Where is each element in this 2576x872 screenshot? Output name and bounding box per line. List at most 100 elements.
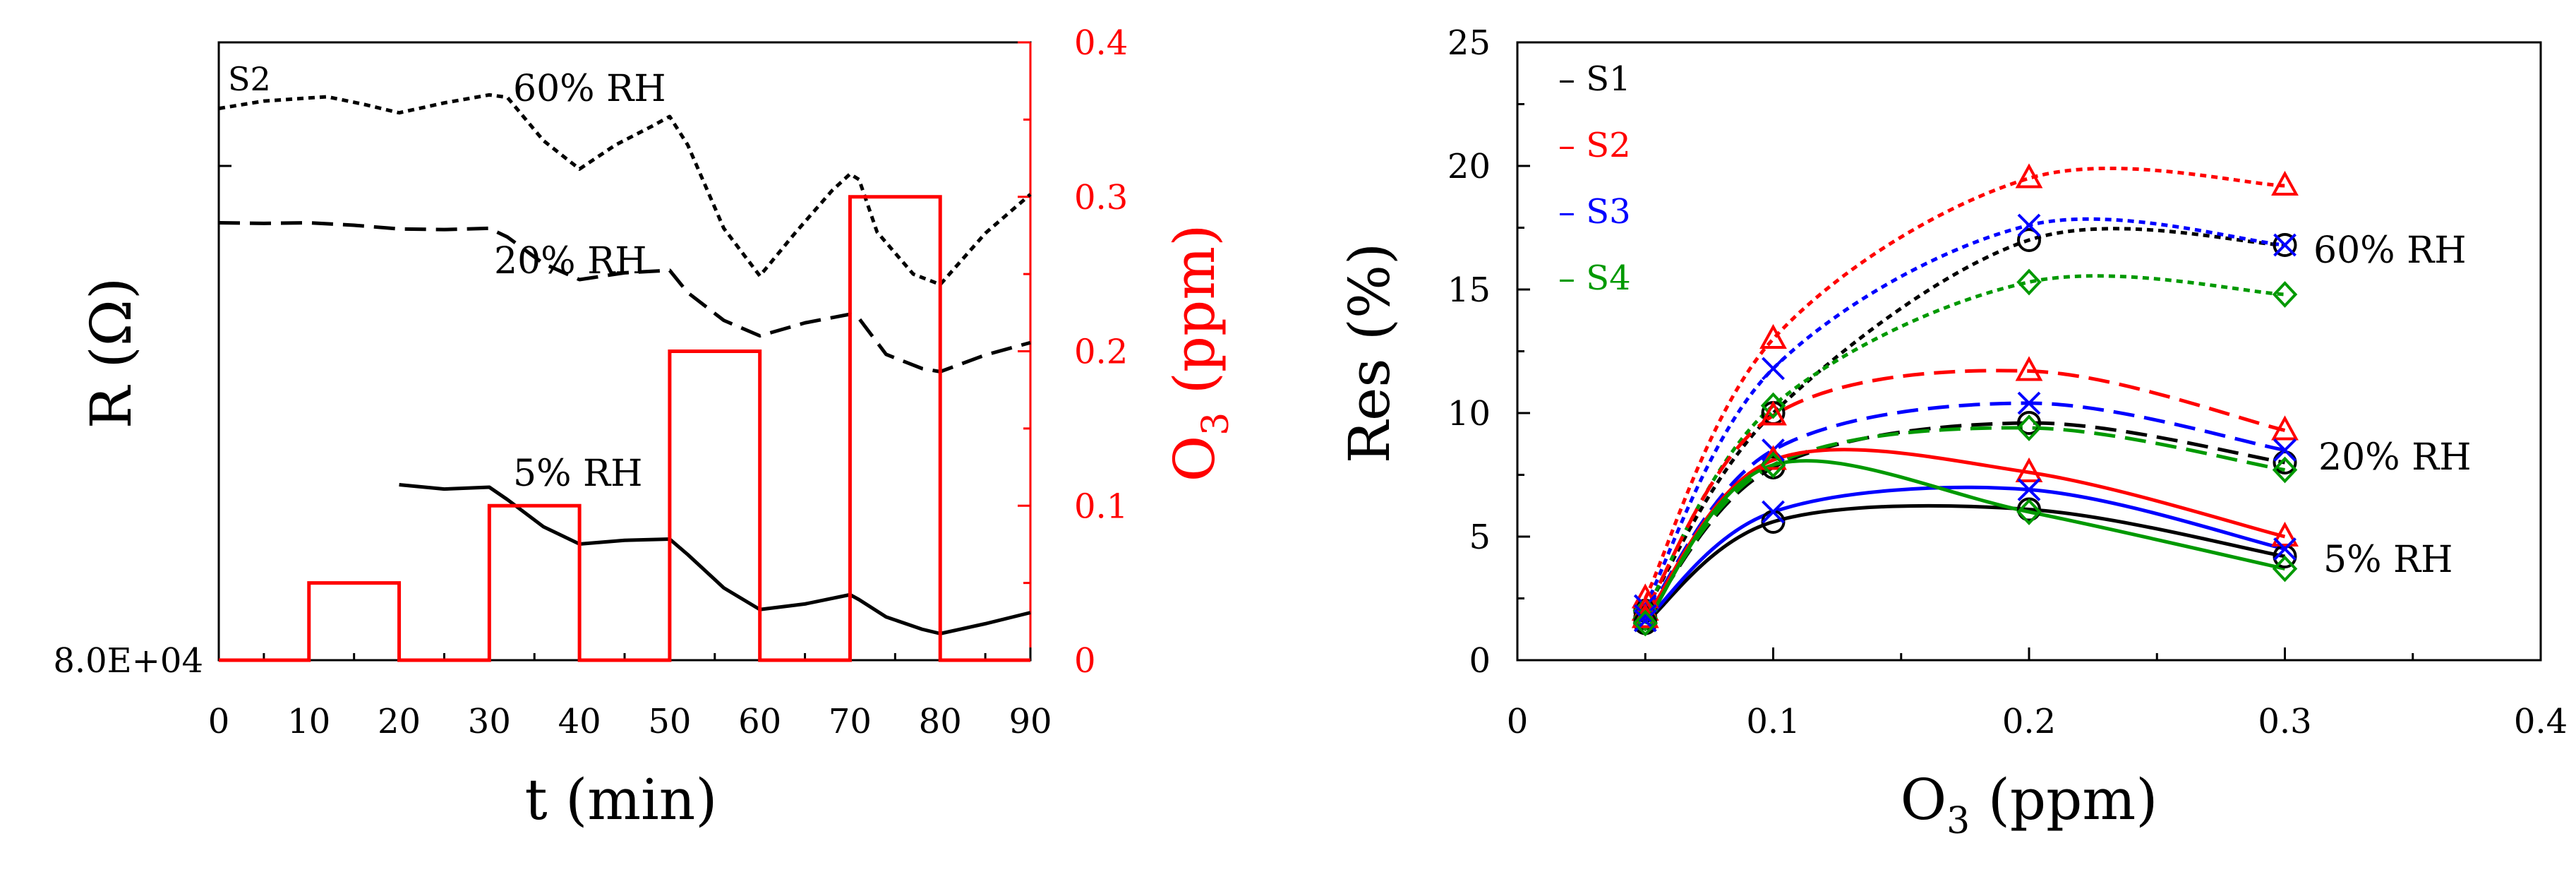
x-marker	[2273, 438, 2297, 462]
right-x-axis-title: O3 (ppm)	[1901, 767, 2158, 842]
response-line	[1644, 166, 2285, 599]
triangle-marker	[2015, 163, 2043, 189]
right-markers	[1631, 163, 2299, 637]
right-x-tick-label: 0.1	[1746, 702, 1800, 741]
resistance-line-dotted	[218, 92, 1032, 287]
left-y-axis-title: R (Ω)	[78, 277, 144, 429]
right-x-axis-title-main: O	[1901, 767, 1947, 832]
legend: – S1 – S2 – S3 – S4	[1558, 59, 1631, 298]
triangle-marker	[2271, 521, 2299, 547]
annotation-20rh: 20% RH	[494, 240, 647, 282]
ozone-y-tick-label: 0.1	[1074, 486, 1128, 526]
resistance-time-chart: 0 10 20 30 40 50 60 70 80 90 8.0E+04 0 0.1 0.2 0.3 0.…	[53, 23, 1237, 832]
right-x-axis: 0 0.1 0.2 0.3 0.4	[1507, 647, 2568, 741]
diamond-marker	[2016, 498, 2042, 525]
triangle-marker	[1759, 323, 1787, 349]
triangle-marker	[2271, 415, 2299, 441]
response-line	[1644, 503, 2285, 625]
diamond-marker	[1632, 609, 1658, 637]
right-x-tick-label: 0.4	[2514, 702, 2568, 741]
resistance-line-dashed	[218, 221, 1031, 374]
annotation-60rh-right: 60% RH	[2313, 229, 2467, 272]
ozone-step-line	[219, 195, 1030, 662]
triangle-marker	[1759, 400, 1787, 426]
right-y-tick-label: 0	[1469, 641, 1491, 681]
annotation-60rh: 60% RH	[513, 68, 666, 110]
annotation-20rh-right: 20% RH	[2318, 436, 2472, 479]
left-x-axis-title: t (min)	[525, 767, 718, 832]
right-y-tick-label: 10	[1448, 394, 1491, 434]
circle-marker	[2273, 233, 2297, 257]
right-x-tick-label: 0.3	[2258, 702, 2311, 741]
right-x-tick-label: 0.2	[2002, 702, 2056, 741]
left-series	[218, 92, 1032, 662]
x-marker	[2017, 391, 2041, 415]
left-x-tick-label: 70	[829, 702, 872, 741]
x-marker	[1762, 500, 1785, 524]
left-y-axis: 8.0E+04	[53, 165, 231, 681]
x-marker	[2273, 537, 2297, 561]
x-marker	[2017, 478, 2041, 501]
left-x-tick-label: 0	[208, 702, 230, 741]
response-line	[1644, 426, 2285, 620]
right-series	[1644, 166, 2286, 625]
left-x-tick-label: 20	[378, 702, 421, 741]
legend-item: – S3	[1558, 192, 1631, 232]
right-x-tick-label: 0	[1507, 702, 1529, 741]
right-y-tick-label: 20	[1448, 147, 1491, 186]
circle-marker	[2017, 228, 2041, 252]
triangle-marker	[2015, 356, 2043, 381]
legend-item: – S2	[1558, 126, 1631, 165]
annotation-5rh-right: 5% RH	[2323, 539, 2453, 581]
diamond-marker	[2272, 555, 2298, 583]
diamond-marker	[2016, 268, 2042, 296]
right-y-axis: 0 5 10 15 20 25	[1448, 23, 1530, 681]
diamond-marker	[2016, 414, 2042, 441]
left-y-tick-label: 8.0E+04	[53, 641, 203, 681]
ozone-axis-title-unit: (ppm)	[1162, 225, 1227, 412]
response-line	[1644, 369, 2286, 612]
resistance-line-solid	[399, 483, 1031, 635]
x-marker	[1762, 357, 1785, 381]
left-plot-frame	[217, 41, 1032, 662]
ozone-y-tick-label: 0	[1074, 641, 1096, 681]
right-y-tick-label: 25	[1448, 23, 1491, 63]
left-x-tick-label: 40	[558, 702, 601, 741]
response-line	[1644, 485, 2286, 622]
left-x-tick-label: 10	[287, 702, 330, 741]
left-x-axis: 0 10 20 30 40 50 60 70 80 90	[208, 647, 1052, 741]
right-y-tick-label: 15	[1448, 270, 1491, 310]
ozone-axis-title-main: O	[1162, 436, 1227, 482]
triangle-marker	[2271, 170, 2299, 196]
ozone-y-tick-label: 0.4	[1074, 23, 1128, 63]
triangle-marker	[2015, 457, 2043, 482]
ozone-y-tick-label: 0.2	[1074, 333, 1128, 372]
legend-item: – S4	[1558, 258, 1631, 298]
right-x-axis-title-sub: 3	[1946, 800, 1970, 842]
left-x-tick-label: 90	[1009, 702, 1052, 741]
response-line	[1644, 227, 2285, 612]
left-x-tick-label: 30	[468, 702, 511, 741]
ozone-y-axis: 0 0.1 0.2 0.3 0.4	[1018, 23, 1128, 681]
x-marker	[2017, 213, 2041, 237]
ozone-axis-title: O3 (ppm)	[1162, 225, 1237, 482]
response-line	[1644, 217, 2285, 607]
response-line	[1644, 459, 2286, 625]
left-x-tick-label: 50	[648, 702, 691, 741]
ozone-axis-title-sub: 3	[1195, 412, 1237, 436]
left-x-tick-label: 80	[919, 702, 962, 741]
legend-item: – S1	[1558, 59, 1631, 99]
annotation-5rh: 5% RH	[513, 453, 643, 495]
x-marker	[2273, 233, 2297, 257]
right-y-axis-title: Res (%)	[1337, 243, 1402, 464]
ozone-y-tick-label: 0.3	[1074, 178, 1128, 217]
diamond-marker	[1760, 392, 1786, 419]
right-x-axis-title-unit: (ppm)	[1970, 767, 2157, 832]
left-x-tick-label: 60	[738, 702, 781, 741]
diamond-marker	[2272, 456, 2298, 484]
circle-marker	[2017, 411, 2041, 435]
diamond-marker	[1760, 451, 1786, 479]
panel-label: S2	[228, 60, 271, 98]
